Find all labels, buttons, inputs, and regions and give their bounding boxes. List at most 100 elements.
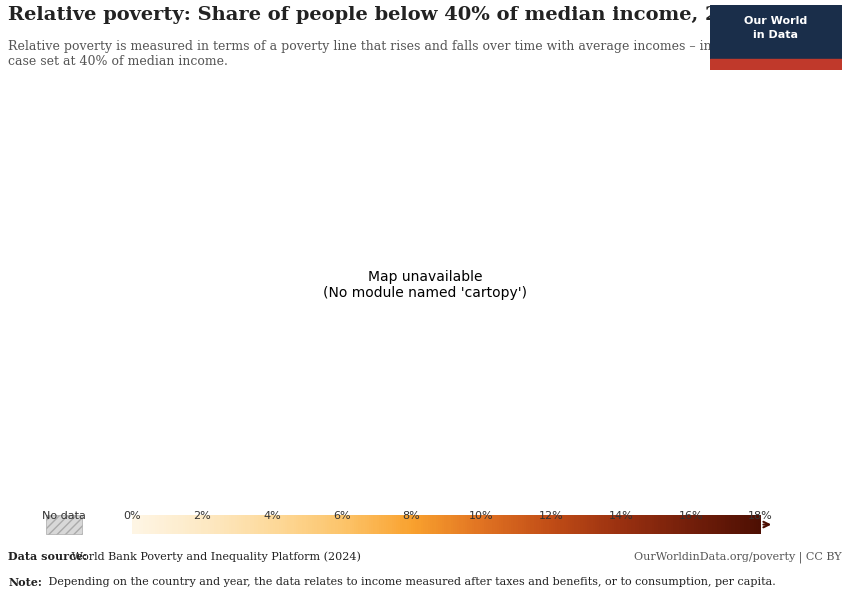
Bar <box>688 515 689 534</box>
Bar <box>172 515 174 534</box>
Bar <box>679 515 681 534</box>
Bar <box>260 515 262 534</box>
Bar <box>252 515 254 534</box>
Bar <box>336 515 337 534</box>
Bar <box>631 515 632 534</box>
Bar <box>340 515 342 534</box>
Bar <box>411 515 413 534</box>
Bar <box>233 515 235 534</box>
Bar <box>526 515 528 534</box>
Bar <box>547 515 549 534</box>
Bar <box>432 515 434 534</box>
Bar <box>199 515 201 534</box>
Bar <box>442 515 445 534</box>
Bar <box>363 515 365 534</box>
Bar <box>46 515 82 534</box>
Bar <box>350 515 352 534</box>
Bar <box>575 515 576 534</box>
Bar <box>605 515 608 534</box>
Bar <box>189 515 191 534</box>
Bar <box>702 515 704 534</box>
Bar <box>162 515 164 534</box>
Bar <box>197 515 199 534</box>
Bar <box>509 515 512 534</box>
Bar <box>183 515 184 534</box>
Bar <box>645 515 648 534</box>
Bar <box>721 515 722 534</box>
Bar <box>300 515 302 534</box>
Bar <box>593 515 595 534</box>
Bar <box>586 515 589 534</box>
Bar <box>677 515 679 534</box>
Bar <box>306 515 309 534</box>
Bar <box>383 515 386 534</box>
Bar <box>201 515 203 534</box>
Bar <box>649 515 652 534</box>
Bar <box>512 515 513 534</box>
Bar <box>356 515 359 534</box>
Bar <box>207 515 210 534</box>
Bar <box>210 515 212 534</box>
Bar <box>516 515 518 534</box>
Bar <box>319 515 320 534</box>
Bar <box>522 515 524 534</box>
Bar <box>662 515 664 534</box>
Bar <box>289 515 292 534</box>
Bar <box>643 515 645 534</box>
Bar <box>429 515 432 534</box>
Bar <box>406 515 409 534</box>
Bar <box>727 515 729 534</box>
Bar <box>754 515 756 534</box>
Text: 12%: 12% <box>539 511 564 521</box>
Text: No data: No data <box>42 511 86 521</box>
Bar <box>658 515 660 534</box>
Bar <box>604 515 605 534</box>
Text: Relative poverty: Share of people below 40% of median income, 2023: Relative poverty: Share of people below … <box>8 6 760 24</box>
Bar <box>503 515 505 534</box>
Bar <box>626 515 629 534</box>
Bar <box>269 515 270 534</box>
Bar <box>309 515 310 534</box>
Bar <box>133 515 134 534</box>
Bar <box>632 515 635 534</box>
Bar <box>310 515 313 534</box>
Bar <box>612 515 614 534</box>
Bar <box>203 515 206 534</box>
Bar <box>562 515 564 534</box>
Bar <box>539 515 541 534</box>
Bar <box>480 515 482 534</box>
Bar <box>434 515 436 534</box>
Bar <box>178 515 180 534</box>
Bar <box>157 515 160 534</box>
Bar <box>450 515 453 534</box>
Bar <box>671 515 672 534</box>
Bar <box>625 515 626 534</box>
Bar <box>463 515 465 534</box>
Bar <box>572 515 575 534</box>
Bar <box>616 515 618 534</box>
Bar <box>394 515 396 534</box>
Bar <box>302 515 304 534</box>
Bar <box>140 515 143 534</box>
Bar <box>695 515 698 534</box>
Text: Map unavailable
(No module named 'cartopy'): Map unavailable (No module named 'cartop… <box>323 270 527 300</box>
Bar <box>333 515 336 534</box>
Bar <box>710 5 842 59</box>
Bar <box>206 515 207 534</box>
Bar <box>423 515 426 534</box>
Bar <box>472 515 473 534</box>
Bar <box>405 515 406 534</box>
Bar <box>247 515 250 534</box>
Bar <box>492 515 495 534</box>
Bar <box>285 515 287 534</box>
Bar <box>499 515 501 534</box>
Bar <box>551 515 553 534</box>
Bar <box>264 515 266 534</box>
Bar <box>314 515 316 534</box>
Bar <box>273 515 275 534</box>
Bar <box>559 515 562 534</box>
Bar <box>641 515 643 534</box>
Bar <box>756 515 758 534</box>
Text: Data source:: Data source: <box>8 551 88 562</box>
Bar <box>691 515 694 534</box>
